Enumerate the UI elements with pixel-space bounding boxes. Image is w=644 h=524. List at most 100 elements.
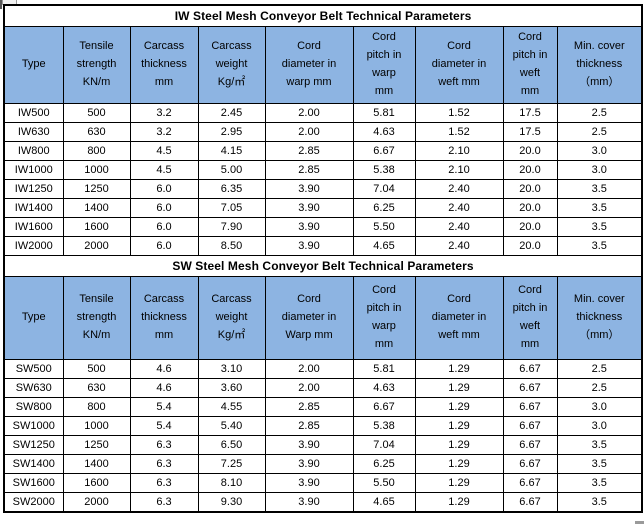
- table-cell: 4.6: [129, 378, 199, 398]
- table-cell: 3.5: [556, 198, 643, 218]
- table-cell: 8.10: [197, 473, 266, 493]
- column-header: Min. cover thickness （mm）: [556, 26, 643, 104]
- table-cell: 5.00: [197, 160, 266, 180]
- column-header: Cord pitch in weft mm: [502, 26, 558, 104]
- table-cell: 3.90: [264, 236, 354, 256]
- type-cell: SW1600: [3, 473, 64, 493]
- table-cell: 6.0: [129, 179, 199, 199]
- table-cell: 3.90: [264, 198, 354, 218]
- type-cell: IW2000: [3, 236, 64, 256]
- table-cell: 2.85: [264, 160, 354, 180]
- table-cell: 6.3: [129, 435, 199, 455]
- resize-handle-artifact: [635, 521, 644, 524]
- table-cell: 3.5: [556, 473, 643, 493]
- table-cell: 3.0: [556, 160, 643, 180]
- table-cell: 4.65: [352, 236, 416, 256]
- table-cell: 2.5: [556, 122, 643, 142]
- table-cell: 800: [62, 397, 131, 417]
- table-cell: 4.15: [197, 141, 266, 161]
- table-cell: 6.67: [352, 141, 416, 161]
- table-cell: 2000: [62, 236, 131, 256]
- table-cell: 3.5: [556, 435, 643, 455]
- type-cell: SW2000: [3, 492, 64, 513]
- table-cell: 5.50: [352, 217, 416, 237]
- table-cell: 6.67: [352, 397, 416, 417]
- table-cell: 20.0: [502, 198, 558, 218]
- table-cell: 2.00: [264, 103, 354, 123]
- table-cell: 7.04: [352, 179, 416, 199]
- type-cell: IW800: [3, 141, 64, 161]
- table-cell: 5.4: [129, 397, 199, 417]
- table-row: IW1000 1000 4.5 5.00 2.85 5.38 2.10 20.0 3.0: [3, 160, 643, 180]
- type-cell: SW500: [3, 359, 64, 379]
- column-header: Cord diameter in weft mm: [414, 276, 504, 360]
- table-cell: 2.40: [414, 217, 504, 237]
- table-cell: 5.81: [352, 103, 416, 123]
- column-header: Carcass thickness mm: [129, 26, 199, 104]
- table-cell: 6.67: [502, 378, 558, 398]
- table-cell: 2.40: [414, 179, 504, 199]
- section-title-row: SW Steel Mesh Conveyor Belt Technical Pa…: [3, 255, 643, 277]
- table-cell: 2.40: [414, 236, 504, 256]
- column-header: Carcass weight Kg/㎡: [197, 276, 266, 360]
- table-cell: 3.0: [556, 416, 643, 436]
- table-cell: 2.85: [264, 141, 354, 161]
- table-cell: 1.29: [414, 397, 504, 417]
- column-header-row: Type Tensile strength KN/m Carcass thickne…: [3, 276, 643, 360]
- table-cell: 4.63: [352, 122, 416, 142]
- type-cell: SW1000: [3, 416, 64, 436]
- table-cell: 1000: [62, 416, 131, 436]
- table-cell: 6.3: [129, 492, 199, 513]
- screenshot-edge-artifact: [0, 0, 2, 9]
- table-cell: 2.10: [414, 141, 504, 161]
- table-cell: 6.25: [352, 198, 416, 218]
- table-cell: 6.3: [129, 454, 199, 474]
- table-cell: 17.5: [502, 122, 558, 142]
- table-cell: 2.10: [414, 160, 504, 180]
- table-cell: 2.85: [264, 416, 354, 436]
- table-row: SW1250 1250 6.3 6.50 3.90 7.04 1.29 6.67 3.5: [3, 435, 643, 455]
- table-row: SW1600 1600 6.3 8.10 3.90 5.50 1.29 6.67 3.5: [3, 473, 643, 493]
- table-cell: 500: [62, 103, 131, 123]
- table-cell: 3.5: [556, 454, 643, 474]
- table-cell: 6.67: [502, 473, 558, 493]
- table-cell: 1400: [62, 454, 131, 474]
- table-cell: 2.95: [197, 122, 266, 142]
- table-cell: 7.25: [197, 454, 266, 474]
- table-cell: 2.00: [264, 359, 354, 379]
- column-header: Type: [3, 276, 64, 360]
- table-cell: 3.90: [264, 473, 354, 493]
- table-cell: 6.0: [129, 198, 199, 218]
- table-cell: 500: [62, 359, 131, 379]
- table-cell: 1250: [62, 179, 131, 199]
- column-header: Cord pitch in warp mm: [352, 26, 416, 104]
- column-header: Cord diameter in weft mm: [414, 26, 504, 104]
- table-cell: 20.0: [502, 236, 558, 256]
- table-cell: 6.67: [502, 359, 558, 379]
- table-cell: 3.60: [197, 378, 266, 398]
- column-header: Tensile strength KN/m: [62, 276, 131, 360]
- table-cell: 3.90: [264, 454, 354, 474]
- column-header: Carcass thickness mm: [129, 276, 199, 360]
- table-cell: 1600: [62, 473, 131, 493]
- table-cell: 6.67: [502, 416, 558, 436]
- column-header: Cord diameter in Warp mm: [264, 276, 354, 360]
- table-cell: 5.50: [352, 473, 416, 493]
- table-cell: 630: [62, 122, 131, 142]
- table-row: IW1400 1400 6.0 7.05 3.90 6.25 2.40 20.0 3.5: [3, 198, 643, 218]
- table-cell: 1600: [62, 217, 131, 237]
- table-row: IW630 630 3.2 2.95 2.00 4.63 1.52 17.5 2.5: [3, 122, 643, 142]
- table-cell: 2.5: [556, 103, 643, 123]
- table-cell: 3.5: [556, 179, 643, 199]
- table-cell: 6.50: [197, 435, 266, 455]
- table-cell: 5.81: [352, 359, 416, 379]
- table-cell: 6.0: [129, 236, 199, 256]
- table-cell: 20.0: [502, 179, 558, 199]
- type-cell: IW630: [3, 122, 64, 142]
- table-cell: 4.5: [129, 160, 199, 180]
- table-cell: 1.52: [414, 103, 504, 123]
- table-row: IW2000 2000 6.0 8.50 3.90 4.65 2.40 20.0 3.5: [3, 236, 643, 256]
- table-cell: 3.5: [556, 492, 643, 513]
- table-cell: 3.5: [556, 236, 643, 256]
